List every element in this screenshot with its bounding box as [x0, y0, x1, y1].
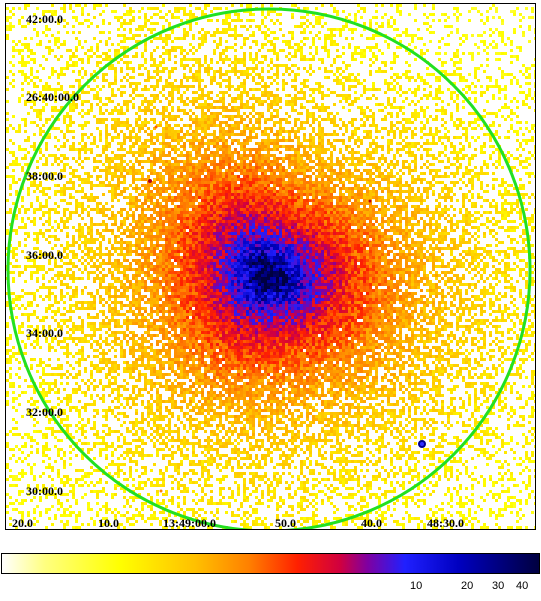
image-frame: [5, 3, 536, 530]
point-source: [420, 442, 424, 446]
x-tick-label: 50.0: [275, 516, 296, 530]
y-tick-label: 32:00.0: [26, 405, 63, 419]
point-source: [368, 199, 372, 203]
y-tick-label: 42:00.0: [26, 12, 63, 26]
y-tick-label: 26:40:00.0: [26, 90, 79, 104]
y-tick-label: 38:00.0: [26, 169, 63, 183]
y-tick-label: 36:00.0: [26, 248, 63, 262]
point-source: [154, 125, 158, 129]
y-tick-label: 30:00.0: [26, 484, 63, 498]
x-tick-label: 40.0: [361, 516, 382, 530]
y-tick-label: 34:00.0: [26, 326, 63, 340]
x-tick-label: 13:49:00.0: [163, 516, 216, 530]
x-tick-label: 48:30.0: [427, 516, 464, 530]
colorbar: [1, 553, 540, 574]
point-source: [148, 179, 152, 183]
sky-image: [6, 4, 535, 530]
colorbar-label: 10: [410, 580, 423, 592]
colorbar-label: 30: [492, 580, 505, 592]
emission-noise: [6, 4, 535, 529]
region-circle[interactable]: [6, 7, 532, 530]
point-sources: [148, 125, 426, 493]
point-source: [159, 489, 163, 493]
x-tick-label: 20.0: [12, 516, 33, 530]
x-tick-label: 10.0: [98, 516, 119, 530]
colorbar-label: 20: [461, 580, 474, 592]
colorbar-label: 40: [516, 580, 529, 592]
